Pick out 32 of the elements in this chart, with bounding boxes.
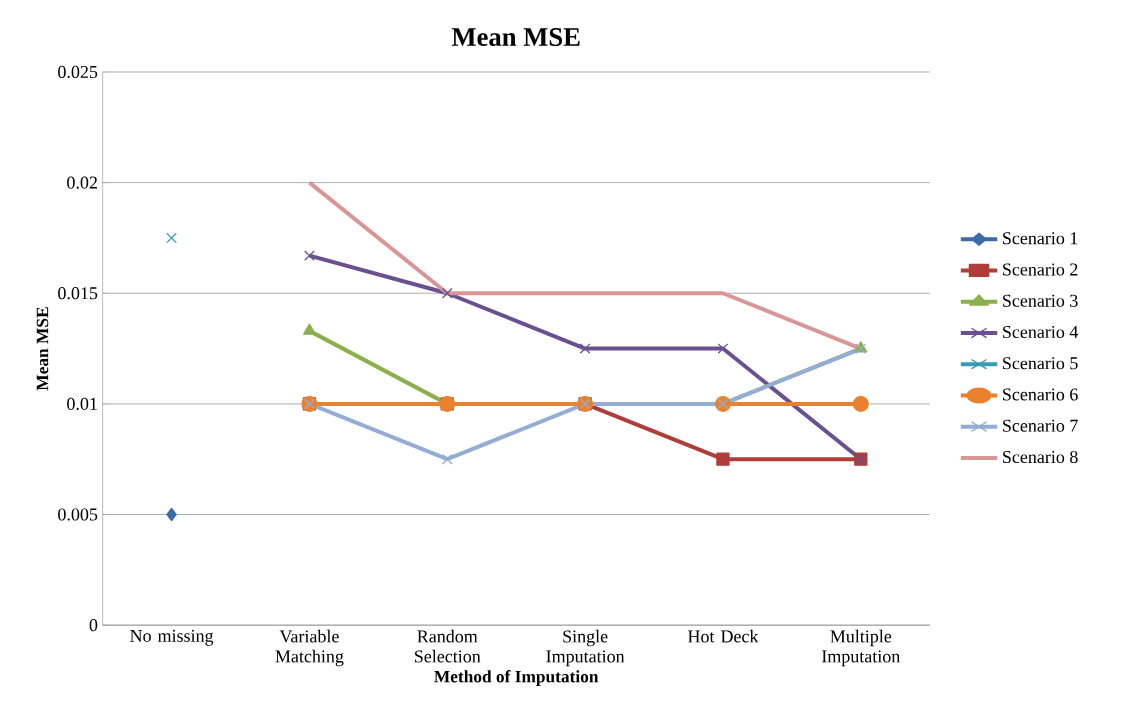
- y-tick-label: 0.015: [58, 287, 98, 300]
- y-tick-label: 0: [89, 619, 98, 632]
- point: [166, 232, 177, 244]
- point: [716, 452, 730, 466]
- x-tick-label: No missing: [130, 629, 214, 646]
- point: [166, 507, 177, 522]
- point: [441, 287, 453, 299]
- y-tick-label: 0.01: [67, 397, 97, 411]
- legend-label: Scenario 4: [1003, 326, 1079, 339]
- point: [852, 395, 869, 412]
- legend-label: Scenario 1: [1003, 232, 1078, 245]
- point: [304, 250, 315, 262]
- legend-label: Scenario 6: [1003, 388, 1078, 401]
- x-tick-label: Variable Matching: [275, 629, 344, 667]
- point: [579, 343, 591, 355]
- x-tick-label: Multiple Imputation: [821, 629, 901, 667]
- x-tick-label: Single Imputation: [546, 629, 625, 667]
- y-axis-title: Mean MSE: [36, 307, 49, 391]
- x-tick-label: Random Selection: [415, 629, 481, 663]
- chart-title: Mean MSE: [451, 28, 580, 47]
- y-tick-label: 0.005: [58, 508, 98, 521]
- point: [717, 343, 729, 355]
- x-tick-label: Hot Deck: [688, 629, 759, 643]
- legend-label: Scenario 3: [1003, 294, 1078, 307]
- y-tick-label: 0.025: [58, 65, 98, 79]
- legend-label: Scenario 2: [1003, 263, 1078, 276]
- x-axis-title: Method of Imputation: [434, 670, 599, 687]
- y-tick-label: 0.02: [67, 176, 97, 189]
- legend-label: Scenario 7: [1003, 419, 1078, 432]
- point: [441, 453, 453, 465]
- legend-label: Scenario 5: [1003, 357, 1078, 370]
- legend-label: Scenario 8: [1003, 451, 1078, 464]
